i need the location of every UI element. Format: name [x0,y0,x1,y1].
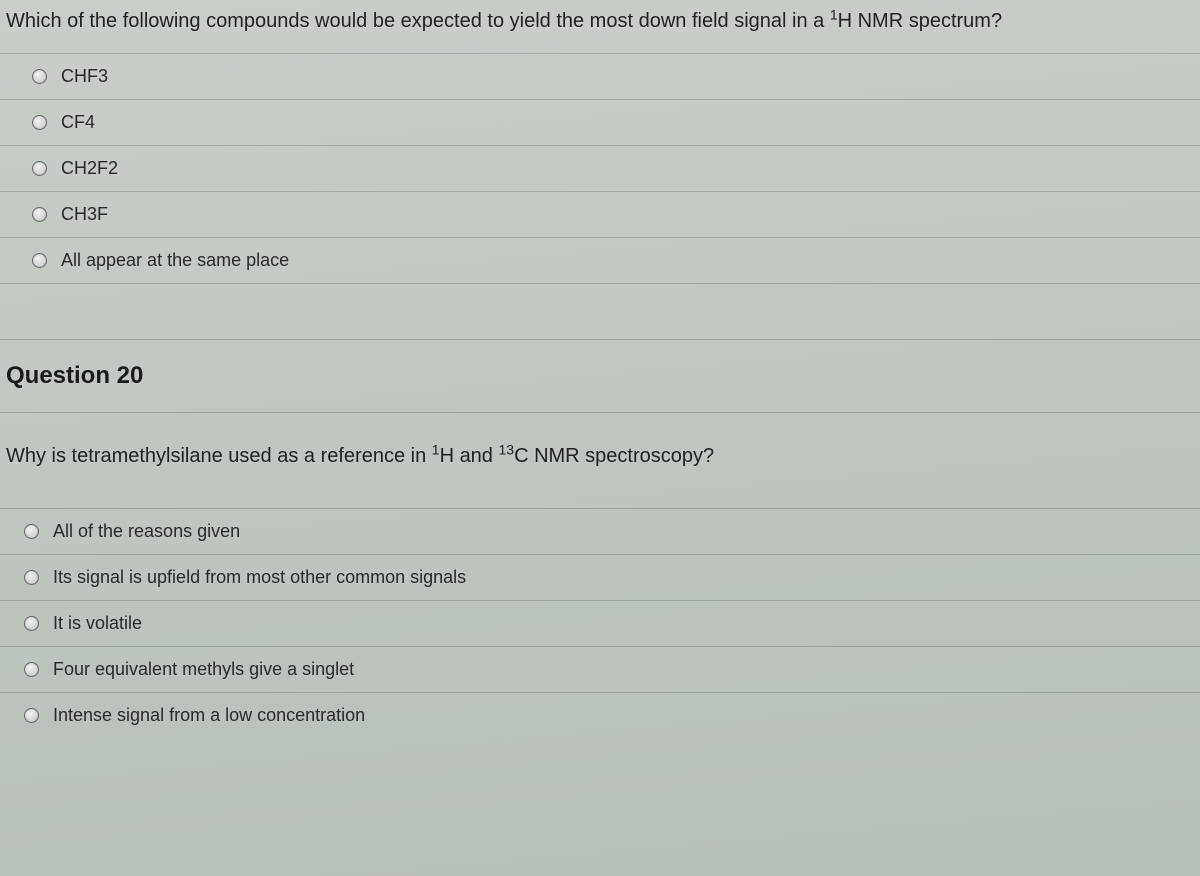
q1-options: CHF3 CF4 CH2F2 CH3F All appear at the sa… [0,53,1200,283]
q2-stem-sup2: 13 [499,441,515,457]
radio-icon[interactable] [24,524,39,539]
q2-header: Question 20 [0,339,1200,413]
q2-stem-mid: H and [440,445,499,467]
question-gap [0,283,1200,339]
option-label: All appear at the same place [61,250,289,271]
q1-option-5[interactable]: All appear at the same place [0,237,1200,283]
quiz-page: Which of the following compounds would b… [0,0,1200,876]
q1-option-4[interactable]: CH3F [0,191,1200,237]
q2-stem-sup1: 1 [432,441,440,457]
option-label: It is volatile [53,613,142,634]
q1-stem: Which of the following compounds would b… [0,0,1200,53]
radio-icon[interactable] [24,570,39,585]
q2-option-3[interactable]: It is volatile [0,600,1200,646]
option-label: CH3F [61,204,108,225]
option-label: CH2F2 [61,158,118,179]
q2-option-4[interactable]: Four equivalent methyls give a singlet [0,646,1200,692]
q2-option-1[interactable]: All of the reasons given [0,509,1200,554]
radio-icon[interactable] [32,253,47,268]
option-label: Intense signal from a low concentration [53,705,365,726]
q2-option-5[interactable]: Intense signal from a low concentration [0,692,1200,738]
radio-icon[interactable] [32,161,47,176]
q1-option-1[interactable]: CHF3 [0,53,1200,99]
option-label: CF4 [61,112,95,133]
option-label: Four equivalent methyls give a singlet [53,659,354,680]
q2-stem-post: C NMR spectroscopy? [514,445,714,467]
q1-stem-pre: Which of the following compounds would b… [6,10,830,32]
radio-icon[interactable] [32,207,47,222]
q2-stem: Why is tetramethylsilane used as a refer… [0,413,1200,509]
option-label: Its signal is upfield from most other co… [53,567,466,588]
q2-option-2[interactable]: Its signal is upfield from most other co… [0,554,1200,600]
q2-stem-pre: Why is tetramethylsilane used as a refer… [6,445,432,467]
q2-options: All of the reasons given Its signal is u… [0,509,1200,738]
radio-icon[interactable] [24,662,39,677]
q1-stem-post: H NMR spectrum? [838,10,1002,32]
radio-icon[interactable] [24,616,39,631]
option-label: All of the reasons given [53,521,240,542]
radio-icon[interactable] [32,69,47,84]
radio-icon[interactable] [32,115,47,130]
radio-icon[interactable] [24,708,39,723]
q1-option-2[interactable]: CF4 [0,99,1200,145]
q1-option-3[interactable]: CH2F2 [0,145,1200,191]
option-label: CHF3 [61,66,108,87]
q1-stem-sup: 1 [830,6,838,22]
